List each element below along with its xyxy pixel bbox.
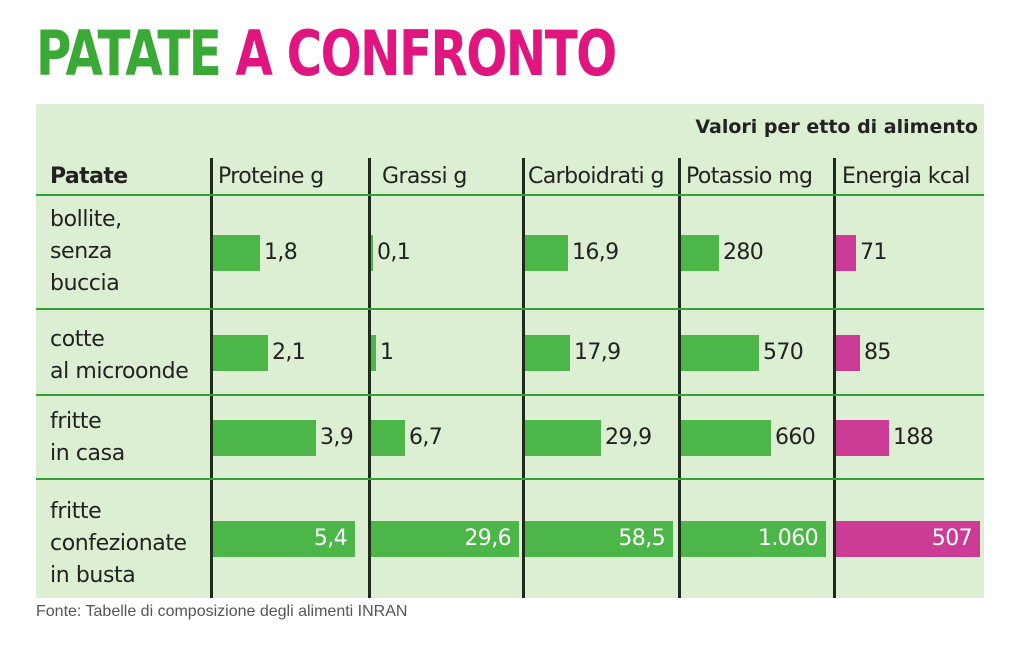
- data-label: 570: [763, 340, 804, 365]
- data-label: 5,4: [313, 526, 348, 551]
- data-label: 3,9: [320, 425, 354, 450]
- row-rule: [36, 308, 984, 310]
- data-label: 2,1: [272, 340, 306, 365]
- column-rule: [678, 158, 681, 598]
- row-label-line: in busta: [50, 563, 136, 588]
- data-label: 188: [893, 425, 934, 450]
- data-bar: [213, 521, 355, 557]
- data-label: 507: [931, 526, 973, 551]
- table-panel: Valori per etto di alimento Patate Prote…: [36, 104, 984, 598]
- data-bar: [836, 420, 889, 456]
- data-label: 1: [380, 340, 394, 365]
- row-label: cotte al microonde: [50, 324, 189, 388]
- title-part-2: A CONFRONTO: [235, 17, 618, 90]
- row-label: fritte in casa: [50, 406, 125, 470]
- column-rule: [522, 158, 525, 598]
- data-bar: [213, 335, 268, 371]
- data-label: 16,9: [572, 240, 619, 265]
- data-bar: [371, 420, 405, 456]
- data-bar: [681, 235, 719, 271]
- data-bar: [836, 235, 856, 271]
- data-bar: [525, 521, 673, 557]
- column-header: Carboidrati g: [528, 164, 664, 189]
- column-header: Grassi g: [382, 164, 467, 189]
- chart-title: PATATE A CONFRONTO: [36, 14, 618, 94]
- data-bar: [525, 235, 568, 271]
- data-bar: [371, 235, 373, 271]
- row-label-line: in casa: [50, 441, 125, 466]
- row-label-line: buccia: [50, 271, 120, 296]
- data-label: 280: [723, 240, 764, 265]
- data-label: 29,9: [605, 425, 652, 450]
- row-label-line: confezionate: [50, 531, 187, 556]
- column-header: Potassio mg: [686, 164, 813, 189]
- row-label-line: al microonde: [50, 359, 189, 384]
- row-label-line: cotte: [50, 327, 105, 352]
- data-label: 58,5: [618, 526, 665, 551]
- row-rule: [36, 394, 984, 396]
- data-label: 660: [775, 425, 816, 450]
- data-bar: [213, 420, 316, 456]
- data-bar: [525, 335, 570, 371]
- row-label-line: fritte: [50, 499, 102, 524]
- data-label: 1,8: [264, 240, 298, 265]
- data-bar: [681, 420, 771, 456]
- column-header: Proteine g: [218, 164, 324, 189]
- row-label-line: bollite,: [50, 207, 122, 232]
- data-label: 29,6: [464, 526, 511, 551]
- data-label: 0,1: [377, 240, 411, 265]
- data-bar: [371, 521, 519, 557]
- row-rule: [36, 478, 984, 480]
- source-note: Fonte: Tabelle di composizione degli ali…: [36, 603, 408, 620]
- column-rule: [368, 158, 371, 598]
- column-rule: [210, 158, 213, 598]
- table-subtitle: Valori per etto di alimento: [695, 116, 978, 138]
- column-header: Energia kcal: [842, 164, 970, 189]
- data-label: 6,7: [409, 425, 443, 450]
- row-rule: [36, 194, 984, 196]
- row-label: fritte confezionate in busta: [50, 496, 187, 592]
- data-bar: [213, 235, 260, 271]
- data-label: 17,9: [574, 340, 621, 365]
- row-label-line: fritte: [50, 409, 102, 434]
- data-label: 1.060: [758, 526, 819, 551]
- data-label: 71: [860, 240, 887, 265]
- data-label: 85: [864, 340, 891, 365]
- data-bar: [681, 521, 826, 557]
- column-rule: [833, 158, 836, 598]
- data-bar: [371, 335, 376, 371]
- data-bar: [681, 335, 759, 371]
- row-label-line: senza: [50, 239, 112, 264]
- data-bar: [836, 521, 980, 557]
- title-part-1: PATATE: [36, 17, 222, 90]
- data-bar: [836, 335, 860, 371]
- row-header: Patate: [50, 164, 128, 189]
- data-bar: [525, 420, 601, 456]
- row-label: bollite, senza buccia: [50, 204, 122, 300]
